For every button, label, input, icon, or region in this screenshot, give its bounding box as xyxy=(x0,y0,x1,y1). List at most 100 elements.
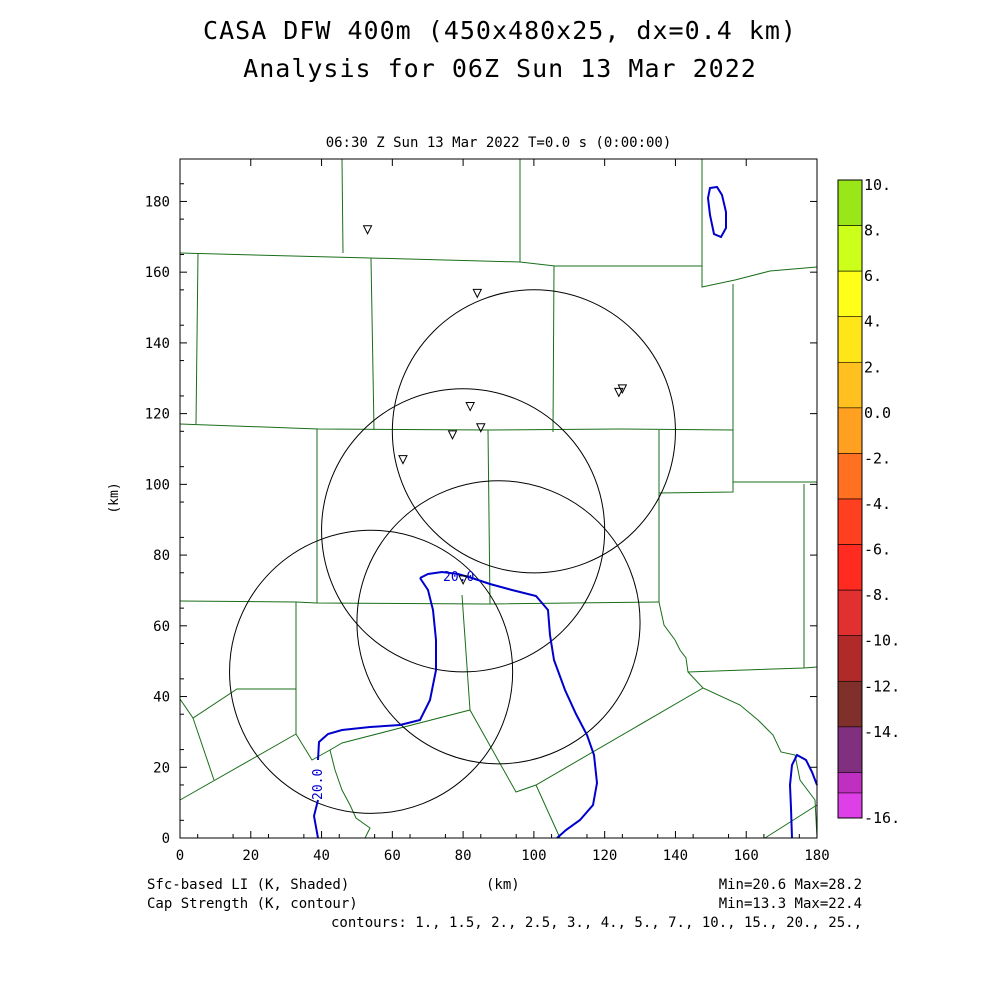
county-line xyxy=(552,265,555,433)
radar-range-rings xyxy=(229,289,676,814)
county-line xyxy=(179,252,702,267)
y-axis: 0 20 40 60 80 100 120 140 160 180 xyxy=(145,183,817,847)
colorbar-label: -16. xyxy=(864,809,900,827)
footer-contour-minmax: Min=13.3 Max=22.4 xyxy=(718,896,862,912)
x-tick-label: 20 xyxy=(242,848,259,864)
colorbar-label: 6. xyxy=(864,267,882,285)
x-tick-label: 140 xyxy=(663,848,688,864)
county-line xyxy=(658,601,818,673)
radar-range-circle xyxy=(229,529,514,814)
radar-range-circle xyxy=(356,480,641,765)
y-axis-label: (km) xyxy=(107,482,122,513)
cap-strength-contours xyxy=(312,185,818,839)
colorbar-label: -2. xyxy=(864,449,891,467)
county-line xyxy=(461,594,471,711)
y-tick-label: 180 xyxy=(145,194,170,210)
colorbar-swatch xyxy=(837,792,863,819)
x-tick-label: 160 xyxy=(734,848,759,864)
colorbar-swatch xyxy=(837,225,863,272)
radar-station-marker xyxy=(398,455,408,465)
colorbar-swatch xyxy=(837,680,863,728)
contour-20 xyxy=(419,570,599,839)
footer-contour-label: Cap Strength (K, contour) xyxy=(147,896,358,912)
radar-range-circle xyxy=(391,289,676,574)
radar-station-marker xyxy=(475,423,486,433)
x-axis-label: (km) xyxy=(486,877,520,893)
x-tick-label: 80 xyxy=(455,848,472,864)
county-line xyxy=(487,429,491,605)
footer-shaded-minmax: Min=20.6 Max=28.2 xyxy=(718,877,862,893)
y-tick-label: 120 xyxy=(145,407,170,423)
contour-label-top: 20.0 xyxy=(443,570,474,585)
contour-20 xyxy=(312,799,319,839)
x-tick-label: 40 xyxy=(313,848,330,864)
radar-station-marker xyxy=(614,387,624,398)
contour-20 xyxy=(706,185,727,239)
x-axis: 0 20 40 60 80 100 120 140 160 180 xyxy=(176,159,830,864)
x-tick-label: 100 xyxy=(521,848,546,864)
county-line xyxy=(192,717,215,781)
radar-range-circle xyxy=(321,388,606,673)
y-tick-label: 0 xyxy=(162,831,170,847)
y-tick-label: 60 xyxy=(153,619,170,635)
radar-station-marker xyxy=(472,288,483,299)
colorbar: 10. 8. 6. 4. 2. 0.0 -2. -4. -6. -8. -10. -12. -14. -1… xyxy=(837,176,900,827)
county-line xyxy=(195,252,199,425)
plot-frame xyxy=(179,158,818,839)
colorbar-label: -14. xyxy=(864,723,900,741)
colorbar-swatch xyxy=(837,407,863,454)
radar-station-marker xyxy=(465,402,475,412)
y-tick-label: 160 xyxy=(145,265,170,281)
footer-contour-levels: contours: 1., 1.5, 2., 2.5, 3., 4., 5., … xyxy=(330,915,862,931)
radar-stations xyxy=(362,225,628,585)
colorbar-label: -4. xyxy=(864,495,891,513)
colorbar-label: 10. xyxy=(864,176,891,194)
colorbar-label: 4. xyxy=(864,313,882,331)
colorbar-swatch xyxy=(837,635,863,682)
county-line xyxy=(658,481,817,494)
radar-station-marker xyxy=(362,225,373,235)
footer-shaded-label: Sfc-based LI (K, Shaded) xyxy=(147,877,350,893)
x-tick-label: 180 xyxy=(804,848,829,864)
x-tick-label: 0 xyxy=(176,848,184,864)
county-line xyxy=(370,257,375,431)
colorbar-label: -8. xyxy=(864,586,891,604)
title-line-1: CASA DFW 400m (450x480x25, dx=0.4 km) xyxy=(203,16,797,45)
colorbar-label: -6. xyxy=(864,541,891,559)
colorbar-frame xyxy=(837,179,863,819)
radar-station-marker xyxy=(447,430,458,440)
colorbar-swatch xyxy=(837,270,863,318)
contour-20 xyxy=(788,753,818,839)
county-line xyxy=(341,158,344,254)
county-line xyxy=(179,600,660,605)
y-tick-label: 100 xyxy=(145,477,170,493)
colorbar-swatch xyxy=(837,589,863,637)
colorbar-swatch xyxy=(837,179,863,226)
contour-20 xyxy=(317,577,437,761)
county-line xyxy=(329,749,371,839)
colorbar-label: -10. xyxy=(864,632,900,650)
colorbar-swatch xyxy=(837,316,863,363)
county-line xyxy=(179,423,734,431)
county-line xyxy=(535,784,561,839)
county-line xyxy=(687,671,818,839)
y-tick-label: 40 xyxy=(153,690,170,706)
county-line xyxy=(179,687,704,801)
colorbar-label: 0.0 xyxy=(864,404,891,422)
y-tick-label: 20 xyxy=(153,760,170,776)
title-line-2: Analysis for 06Z Sun 13 Mar 2022 xyxy=(243,54,757,83)
x-tick-label: 60 xyxy=(384,848,401,864)
county-line xyxy=(179,688,296,719)
colorbar-swatch xyxy=(837,498,863,545)
plot-subtitle: 06:30 Z Sun 13 Mar 2022 T=0.0 s (0:00:00… xyxy=(325,135,672,151)
y-tick-label: 140 xyxy=(145,336,170,352)
county-line xyxy=(701,159,818,288)
colorbar-swatch xyxy=(837,361,863,409)
colorbar-swatch xyxy=(837,726,863,773)
colorbar-label: 8. xyxy=(864,222,882,240)
county-boundaries xyxy=(179,158,818,839)
colorbar-swatch xyxy=(837,544,863,591)
x-tick-label: 120 xyxy=(592,848,617,864)
contour-label-left: 20.0 xyxy=(311,769,326,800)
